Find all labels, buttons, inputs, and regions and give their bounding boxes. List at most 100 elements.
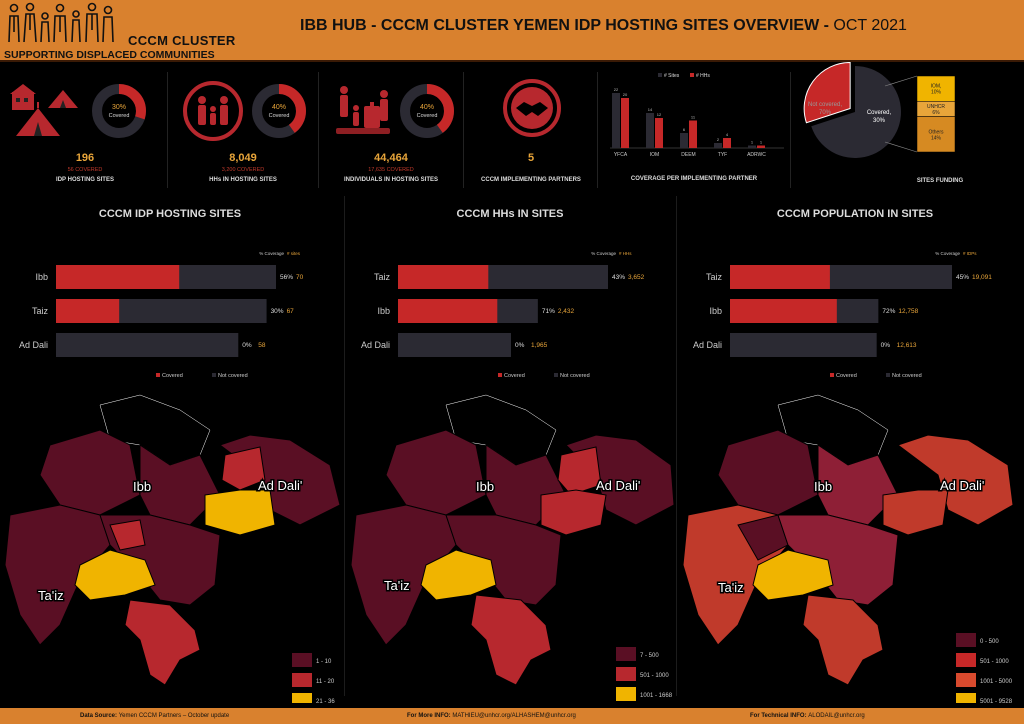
panel-divider [676,196,677,696]
kpi-label: HHs IN HOSTING SITES [209,177,277,183]
kpi-note: 56 COVERED [67,167,103,173]
kpi-divider [318,72,319,188]
legend-swatch [956,693,976,703]
legend-swatch-covered [830,373,834,377]
bar-covered [56,299,120,323]
legend-swatch [292,673,312,687]
logo-tagline: SUPPORTING DISPLACED COMMUNITIES [4,49,215,61]
map-region [470,594,552,686]
bar-value-label: 12 [657,112,662,117]
map-label-ibb: Ibb [133,479,151,494]
total-count-label: 1,965 [531,342,548,349]
pie-value-not-covered: 70% [819,110,832,116]
donut-covered-arc [400,84,454,138]
donut-percent: 40% [272,104,286,111]
coverage-percent-label: 0% [242,342,252,349]
bar-value-label: 22 [614,87,619,92]
map-region [350,504,457,646]
map-label-ibb: Ibb [476,479,494,494]
map-region [420,549,497,601]
coverage-percent-label: 30% [271,308,284,315]
map-region [109,519,146,551]
page-title: IBB HUB - CCCM CLUSTER YEMEN IDP HOSTING… [300,17,907,35]
partner-bar [612,93,620,148]
legend-swatch [956,653,976,667]
hhs-bar-chart: % Coverage # HHs Taiz 43% 3,652 Ibb 71% 2,432 Ad… [361,251,645,377]
map-region [882,489,949,536]
legend-swatch-sites [658,73,662,77]
category-label: Taiz [374,272,391,282]
map-region [4,504,111,646]
footer-bar: Data Source: Yemen CCCM Partners – Octob… [0,708,1024,724]
legend-swatch-covered [498,373,502,377]
legend-label: 501 - 1000 [640,673,669,679]
pie-label-not-covered: Not covered, [808,102,842,108]
legend-swatch-not-covered [886,373,890,377]
legend-label: 1001 - 5000 [980,679,1013,685]
funding-stack-label: IOM, [931,84,942,90]
category-tick-label: YFCA [614,152,628,158]
donut-label: Covered [109,113,130,119]
legend-label: 501 - 1000 [980,659,1009,665]
legend-count: # IDPs [963,251,977,256]
map-legend: 1 - 10 11 - 20 21 - 36 [292,653,335,703]
handshake-icon [503,79,561,137]
funding-chart-title: SITES FUNDING [917,178,964,184]
donut-covered-arc [92,84,146,138]
funding-stack-value: 6% [932,110,940,116]
category-label: Ad Dali [693,340,722,350]
bar-value-label: 2 [717,137,720,142]
partner-bar [655,118,663,148]
bar-not-covered [730,333,877,357]
coverage-percent-label: 45% [956,274,969,281]
page-title-month: OCT 2021 [833,17,907,34]
pie-slice [811,66,901,158]
coverage-percent-label: 0% [515,342,525,349]
map-regions [4,394,341,686]
legend-swatch [616,667,636,681]
category-tick-label: TYF [718,152,727,158]
kpi-hhs: 40% Covered 8,049 3,200 COVERED HHs IN H… [170,72,316,190]
legend-covered: Covered [836,373,857,377]
legend-count: # sites [287,251,301,256]
individuals-icon [336,86,390,134]
kpi-note: 17,635 COVERED [368,167,414,173]
bar-covered [730,299,837,323]
partner-chart-title: COVERAGE PER IMPLEMENTING PARTNER [631,176,758,182]
map-label-taiz: Ta'iz [384,578,410,593]
panel-title-hhs: CCCM HHs IN SITES [456,208,564,220]
kpi-value: 8,049 [229,152,257,164]
map-region [124,599,201,686]
footer-info-link[interactable]: MATHIEU@unhcr.org/ALHASHEM@unhcr.org [452,713,576,719]
partner-bar [621,98,629,148]
legend-covered: Covered [504,373,525,377]
pie-label-covered: Covered, [867,110,892,116]
coverage-percent-label: 71% [542,308,555,315]
footer-tech-link[interactable]: ALODAIL@unhcr.org [808,713,865,719]
population-map: Ibb Ad Dali' Ta'iz 0 - 500 501 - 1000 1001… [682,394,1014,703]
category-label: Ibb [377,306,390,316]
kpi-label: IDP HOSTING SITES [56,177,114,183]
kpi-divider [167,72,168,188]
legend-swatch [616,687,636,701]
pie-slice [803,62,851,124]
kpi-label: INDIVIDUALS IN HOSTING SITES [343,177,438,183]
legend-sites: # Sites [664,73,680,79]
map-region [896,434,1014,526]
funding-stack-label: Others [928,129,944,135]
map-label-dali: Ad Dali' [940,478,984,493]
map-region [39,429,141,516]
bar-value-label: 1 [760,140,763,145]
funding-stack-value: 14% [931,135,942,141]
footer-tech: For Technical INFO: ALODAIL@unhcr.org [750,713,865,719]
partner-legend: # Sites # HHs [658,73,710,79]
kpi-partners: 5 CCCM IMPLEMENTING PARTNERS [466,72,596,190]
donut-covered-arc [252,84,306,138]
coverage-percent-label: 43% [612,274,625,281]
legend-coverage: % Coverage [259,251,284,256]
total-count-label: 67 [287,308,295,315]
panel-divider [344,196,345,696]
category-tick-label: DEEM [681,152,695,158]
footer-source-label: Data Source: [80,713,119,719]
total-count-label: 19,091 [972,274,992,281]
